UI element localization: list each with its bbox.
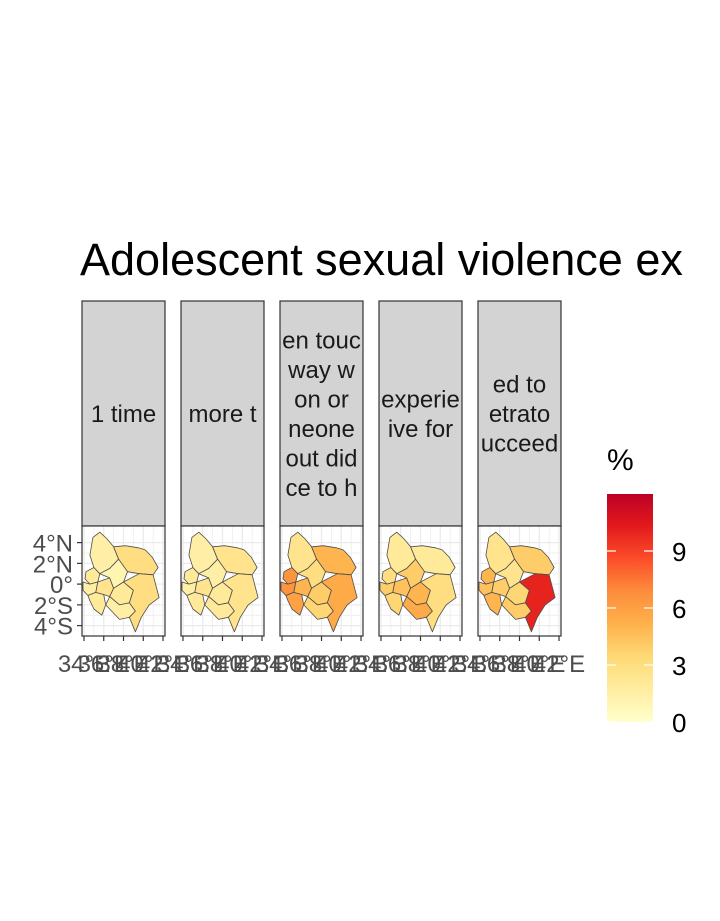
legend: % 9 6 3 0	[607, 444, 686, 738]
strip-label: ucceed	[481, 431, 558, 458]
x-tick-label: 38°E	[394, 651, 446, 678]
legend-label: 3	[672, 651, 686, 681]
legend-label: 6	[672, 594, 686, 624]
x-tick-label: 34°E	[256, 651, 308, 678]
x-tick-label: 38°E	[493, 651, 545, 678]
map-region	[222, 573, 259, 633]
x-tick-label: 36°E	[375, 651, 427, 678]
strip-label: experie	[381, 386, 460, 413]
strip-label: ed to	[493, 372, 546, 399]
y-tick-label: 0°	[50, 572, 73, 599]
map-region	[420, 573, 457, 633]
x-tick-label: 40°E	[117, 651, 169, 678]
map-panel	[378, 525, 463, 637]
facet-strip	[279, 300, 364, 527]
strip-label: on or	[294, 386, 349, 413]
strip-label: way w	[287, 357, 355, 384]
facet-strip	[81, 300, 166, 527]
x-tick-label: 38°E	[97, 651, 149, 678]
facet-strip	[378, 300, 463, 527]
strip-label: 1 time	[91, 401, 156, 428]
y-tick-label: 4°N	[33, 531, 73, 558]
x-tick-label: 36°E	[474, 651, 526, 678]
facet-strip	[477, 300, 562, 527]
strip-label: etrato	[489, 401, 550, 428]
facet-panel: experie ive for	[378, 300, 463, 637]
facet-panel: 1 time	[81, 300, 166, 637]
x-tick-label: 34°E	[355, 651, 407, 678]
map-region	[321, 573, 358, 633]
strip-label: more t	[188, 401, 256, 428]
x-tick-label: 40°E	[315, 651, 367, 678]
y-tick-label: 4°S	[34, 614, 73, 641]
x-tick-label: 36°E	[177, 651, 229, 678]
strip-label: neone	[288, 416, 355, 443]
x-tick-label: 40°E	[414, 651, 466, 678]
legend-label: 0	[672, 708, 686, 738]
x-tick-label: 38°E	[295, 651, 347, 678]
y-tick-label: 2°N	[33, 551, 73, 578]
chart-title: Adolescent sexual violence ex	[80, 234, 683, 285]
legend-title: %	[607, 444, 634, 477]
map-panel	[279, 525, 364, 637]
y-tick-label: 2°S	[34, 593, 73, 620]
map-panel	[477, 525, 562, 637]
strip-label: out did	[285, 445, 357, 472]
x-tick-label: 36°E	[276, 651, 328, 678]
y-axis: 4°N2°N0°2°S4°S	[33, 531, 82, 641]
map-panel	[180, 525, 265, 637]
strip-label: ce to h	[285, 475, 357, 502]
x-tick-label: 40°E	[216, 651, 268, 678]
x-tick-label: 34°E	[454, 651, 506, 678]
x-axis: 34°E36°E38°E40°E42°E34°E36°E38°E40°E42°E…	[58, 636, 585, 678]
strip-label: ive for	[388, 416, 453, 443]
facet-panel: more t	[180, 300, 265, 637]
x-tick-label: 34°E	[157, 651, 209, 678]
map-region	[123, 573, 160, 633]
x-tick-label: 42°E	[137, 651, 189, 678]
x-tick-label: 38°E	[196, 651, 248, 678]
x-tick-label: 36°E	[78, 651, 130, 678]
strip-label: en touc	[282, 327, 361, 354]
facet-panels: 1 time more t en touc way won or neoneout …	[81, 300, 562, 637]
facet-panel: ed to etrato ucceed	[477, 300, 562, 637]
x-tick-label: 42°E	[335, 651, 387, 678]
x-tick-label: 42°E	[434, 651, 486, 678]
map-region	[519, 573, 556, 633]
facet-strip	[180, 300, 265, 527]
legend-label: 9	[672, 537, 686, 567]
x-tick-label: 40°E	[513, 651, 565, 678]
x-tick-label: 34°E	[58, 651, 110, 678]
x-tick-label: 42°E	[236, 651, 288, 678]
map-panel	[81, 525, 166, 637]
x-tick-label: 42°E	[533, 651, 585, 678]
